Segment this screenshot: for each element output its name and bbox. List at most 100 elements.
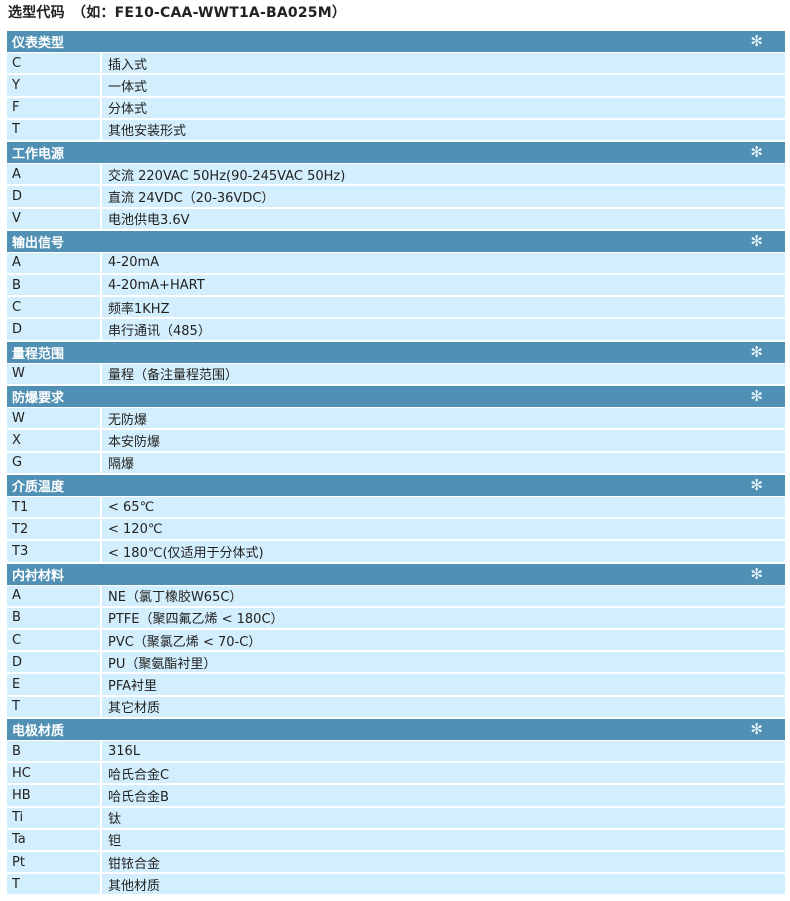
option-code: D (7, 652, 100, 673)
table-row: A 交流 220VAC 50Hz(90-245VAC 50Hz) (7, 164, 785, 185)
snowflake-icon: ✻ (750, 231, 763, 250)
table-row: T3 < 180℃(仅适用于分体式) (7, 541, 785, 562)
option-description: 钛 (102, 807, 785, 828)
table-row: Pt 钳铱合金 (7, 851, 785, 873)
option-code: X (7, 430, 100, 451)
snowflake-icon: ✻ (750, 564, 763, 583)
table-row: B 4-20mA+HART (7, 275, 785, 296)
option-description: 交流 220VAC 50Hz(90-245VAC 50Hz) (102, 164, 785, 185)
table-row: B 316L (7, 741, 785, 762)
section-title: 输出信号 (12, 235, 65, 251)
option-description: 其它材质 (102, 696, 785, 717)
snowflake-icon: ✻ (750, 342, 763, 361)
section-title: 介质温度 (12, 479, 65, 495)
option-code: T (7, 696, 100, 717)
option-code: E (7, 674, 100, 695)
snowflake-icon: ✻ (750, 32, 763, 50)
option-description: 钳铱合金 (102, 851, 785, 873)
option-code: T (7, 874, 100, 895)
table-row: Ta 钽 (7, 829, 785, 850)
option-code: V (7, 208, 100, 229)
section-title: 防爆要求 (12, 391, 65, 406)
option-description: PTFE（聚四氟乙烯 < 180C） (102, 607, 785, 629)
section-title: 电极材质 (12, 723, 65, 739)
option-description: 其他材质 (102, 874, 785, 895)
option-description: < 65℃ (102, 496, 785, 518)
table-row: E PFA衬里 (7, 674, 785, 695)
snowflake-icon: ✻ (750, 387, 763, 405)
table-row: B PTFE（聚四氟乙烯 < 180C） (7, 607, 785, 629)
section-header: 介质温度 ✻ (7, 474, 785, 496)
option-code: T (7, 119, 100, 140)
option-description: 电池供电3.6V (102, 208, 785, 229)
table-row: Y 一体式 (7, 75, 785, 96)
option-description: 串行通讯（485） (102, 319, 785, 340)
table-row: V 电池供电3.6V (7, 208, 785, 229)
option-description: 钽 (102, 829, 785, 850)
option-code: A (7, 164, 100, 185)
table-row: W 无防爆 (7, 408, 785, 429)
table-row: C 插入式 (7, 53, 785, 74)
option-description: < 120℃ (102, 519, 785, 540)
table-row: G 隔爆 (7, 452, 785, 473)
table-row: D 直流 24VDC（20-36VDC） (7, 186, 785, 207)
option-description: < 180℃(仅适用于分体式) (102, 541, 785, 562)
table-row: A NE（氯丁橡胶W65C） (7, 585, 785, 606)
table-row: T1 < 65℃ (7, 496, 785, 518)
option-code: B (7, 741, 100, 762)
table-row: W 量程（备注量程范围） (7, 363, 785, 384)
option-description: 量程（备注量程范围） (102, 363, 785, 384)
section-title: 仪表类型 (12, 36, 65, 51)
option-description: 4-20mA (102, 252, 785, 274)
page-title: 选型代码 （如：FE10-CAA-WWT1A-BA025M） (8, 5, 347, 21)
option-code: Ta (7, 829, 100, 850)
table-row: A 4-20mA (7, 252, 785, 274)
option-code: C (7, 630, 100, 651)
snowflake-icon: ✻ (750, 719, 763, 738)
option-description: NE（氯丁橡胶W65C） (102, 585, 785, 606)
option-code: C (7, 297, 100, 318)
option-description: 本安防爆 (102, 430, 785, 451)
option-code: HB (7, 785, 100, 806)
option-code: Ti (7, 807, 100, 828)
section-header: 输出信号 ✻ (7, 230, 785, 252)
option-description: 无防爆 (102, 408, 785, 429)
table-row: C PVC（聚氯乙烯 < 70-C） (7, 630, 785, 651)
table-row: HC 哈氏合金C (7, 763, 785, 784)
option-code: D (7, 319, 100, 340)
option-description: 插入式 (102, 53, 785, 74)
table-row: D 串行通讯（485） (7, 319, 785, 340)
option-code: F (7, 97, 100, 118)
option-code: C (7, 53, 100, 74)
section-header: 内衬材料 ✻ (7, 563, 785, 585)
option-description: PFA衬里 (102, 674, 785, 695)
option-description: PU（聚氨酯衬里） (102, 652, 785, 673)
option-description: 直流 24VDC（20-36VDC） (102, 186, 785, 207)
option-code: T1 (7, 496, 100, 518)
option-description: 哈氏合金C (102, 763, 785, 784)
option-code: HC (7, 763, 100, 784)
table-row: T 其它材质 (7, 696, 785, 717)
table-row: X 本安防爆 (7, 430, 785, 451)
table-row: T2 < 120℃ (7, 519, 785, 540)
section-header: 电极材质 ✻ (7, 718, 785, 740)
section-header: 量程范围 ✻ (7, 341, 785, 363)
snowflake-icon: ✻ (750, 142, 763, 161)
table-row: C 频率1KHZ (7, 297, 785, 318)
selection-code-table: 仪表类型 ✻ C 插入式 Y 一体式 F 分体式 T 其他安装形式 工作电源 ✻ A 交流 220VAC … (7, 31, 785, 896)
section-header: 防爆要求 ✻ (7, 386, 785, 407)
option-code: W (7, 408, 100, 429)
option-code: A (7, 252, 100, 274)
table-row: F 分体式 (7, 97, 785, 118)
option-code: T3 (7, 541, 100, 562)
table-row: HB 哈氏合金B (7, 785, 785, 806)
option-code: B (7, 607, 100, 629)
option-description: 316L (102, 741, 785, 762)
option-description: 频率1KHZ (102, 297, 785, 318)
snowflake-icon: ✻ (750, 475, 763, 494)
option-code: D (7, 186, 100, 207)
table-row: D PU（聚氨酯衬里） (7, 652, 785, 673)
option-description: 隔爆 (102, 452, 785, 473)
section-header: 工作电源 ✻ (7, 141, 785, 163)
option-description: 分体式 (102, 97, 785, 118)
